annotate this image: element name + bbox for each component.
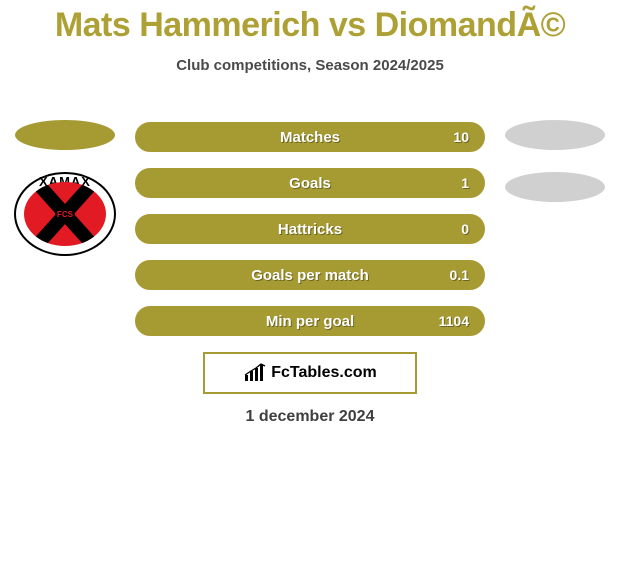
stat-row-goals-per-match: Goals per match 0.1	[135, 260, 485, 290]
stat-row-goals: Goals 1	[135, 168, 485, 198]
left-ellipse	[15, 120, 115, 150]
stat-right-value: 0	[461, 221, 469, 237]
stat-row-min-per-goal: Min per goal 1104	[135, 306, 485, 336]
bar-chart-icon	[243, 363, 267, 383]
stat-right-value: 1104	[439, 313, 469, 329]
badge-center-icon: FCS	[55, 204, 75, 224]
fctables-logo-text: FcTables.com	[271, 364, 377, 382]
right-ellipse-1	[505, 120, 605, 150]
right-ellipse-2	[505, 172, 605, 202]
subtitle: Club competitions, Season 2024/2025	[0, 57, 620, 74]
stat-label: Min per goal	[137, 313, 483, 330]
stat-right-value: 1	[461, 175, 469, 191]
stat-label: Goals per match	[137, 267, 483, 284]
stat-label: Goals	[137, 175, 483, 192]
stat-row-hattricks: Hattricks 0	[135, 214, 485, 244]
right-team-column	[500, 120, 610, 224]
team-badge-xamax: XAMAX FCS	[14, 172, 116, 256]
stat-label: Hattricks	[137, 221, 483, 238]
date-label: 1 december 2024	[0, 408, 620, 426]
stat-right-value: 0.1	[450, 267, 469, 283]
stat-right-value: 10	[453, 129, 469, 145]
stat-label: Matches	[137, 129, 483, 146]
stat-row-matches: Matches 10	[135, 122, 485, 152]
page-title: Mats Hammerich vs DiomandÃ©	[0, 0, 620, 45]
stats-container: Matches 10 Goals 1 Hattricks 0 Goals per…	[135, 122, 485, 352]
left-team-column: XAMAX FCS	[10, 120, 120, 256]
fctables-logo-box[interactable]: FcTables.com	[203, 352, 417, 394]
